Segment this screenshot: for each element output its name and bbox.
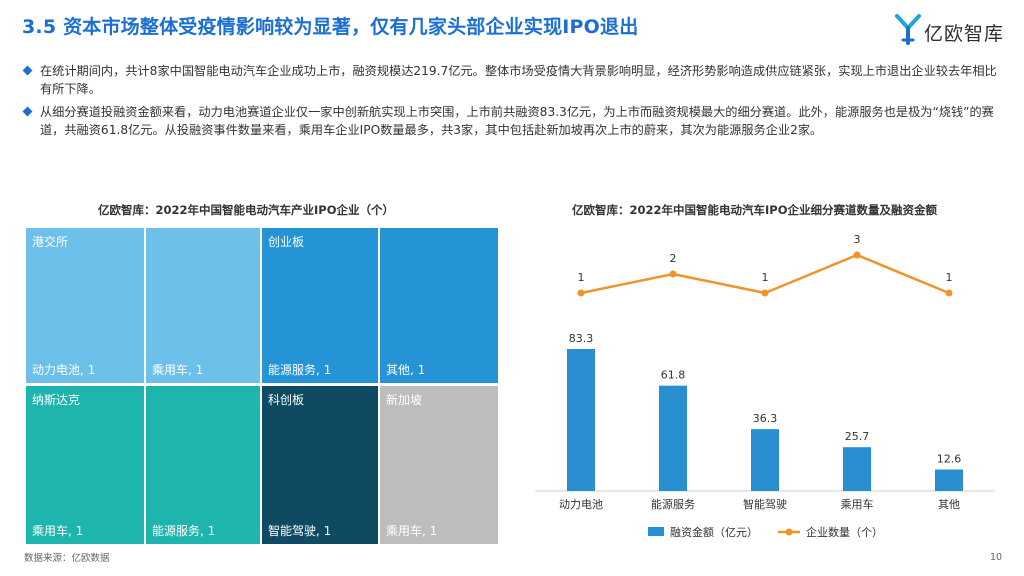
treemap-item-label: 智能驾驶, 1 [268, 524, 332, 538]
treemap-group-label: 新加坡 [386, 393, 423, 407]
count-point [853, 251, 861, 259]
count-value-label: 3 [854, 233, 861, 246]
bar [935, 469, 963, 491]
treemap-cell-chinext-other: 其他, 1 [380, 228, 498, 383]
x-tick-label: 其他 [938, 498, 960, 511]
treemap-cell-chinext-energy: 创业板 能源服务, 1 [262, 228, 378, 383]
bar-value-label: 83.3 [569, 332, 594, 345]
bullet-item: 从细分赛道投融资金额来看，动力电池赛道企业仅一家中创新航实现上市突围，上市前共融… [22, 103, 1004, 139]
treemap-item-label: 其他, 1 [386, 363, 426, 377]
bar [659, 385, 687, 491]
count-value-label: 1 [946, 271, 953, 284]
treemap-group-label: 港交所 [32, 235, 69, 249]
page-title: 3.5 资本市场整体受疫情影响较为显著，仅有几家头部企业实现IPO退出 [22, 16, 639, 38]
x-tick-label: 乘用车 [841, 497, 874, 511]
x-tick-label: 能源服务 [651, 497, 695, 511]
treemap-group-label: 纳斯达克 [32, 393, 81, 407]
treemap-cell-nasdaq-car: 纳斯达克 乘用车, 1 [26, 386, 144, 544]
diamond-icon [22, 106, 33, 117]
x-tick-label: 智能驾驶 [743, 497, 787, 511]
count-point [669, 270, 677, 278]
bar-value-label: 12.6 [937, 453, 962, 466]
treemap-title: 亿欧智库：2022年中国智能电动汽车产业IPO企业（个） [98, 203, 394, 217]
bar-value-label: 61.8 [661, 369, 686, 382]
treemap-cell-hk-car: 乘用车, 1 [146, 228, 260, 383]
treemap-chart: 港交所 动力电池, 1 乘用车, 1 创业板 能源服务, 1 其他, 1 纳斯达… [26, 228, 498, 544]
bullet-text: 从细分赛道投融资金额来看，动力电池赛道企业仅一家中创新航实现上市突围，上市前共融… [40, 105, 994, 137]
bullet-item: 在统计期间内，共计8家中国智能电动汽车企业成功上市，融资规模达219.7亿元。整… [22, 62, 1004, 98]
logo: 亿欧智库 [895, 12, 1010, 48]
combo-chart-title: 亿欧智库：2022年中国智能电动汽车IPO企业细分赛道数量及融资金额 [572, 203, 937, 217]
bar-value-label: 36.3 [753, 412, 778, 425]
count-value-label: 2 [670, 252, 677, 265]
count-value-label: 1 [762, 271, 769, 284]
treemap-item-label: 动力电池, 1 [32, 363, 96, 377]
data-source: 数据来源：亿欧数据 [24, 553, 110, 564]
legend-line-marker [785, 528, 793, 536]
treemap-cell-nasdaq-energy: 能源服务, 1 [146, 386, 260, 544]
treemap-group-label: 创业板 [268, 235, 305, 249]
count-point [761, 289, 769, 297]
treemap-item-label: 乘用车, 1 [386, 524, 438, 538]
bullet-text: 在统计期间内，共计8家中国智能电动汽车企业成功上市，融资规模达219.7亿元。整… [40, 64, 997, 96]
logo-icon [895, 14, 921, 45]
x-tick-label: 动力电池 [559, 498, 603, 511]
logo-text: 亿欧智库 [924, 23, 1005, 45]
treemap-cell-star-driving: 科创板 智能驾驶, 1 [262, 386, 378, 544]
treemap-cell-singapore-car: 新加坡 乘用车, 1 [380, 386, 498, 544]
bullet-list: 在统计期间内，共计8家中国智能电动汽车企业成功上市，融资规模达219.7亿元。整… [22, 62, 1004, 144]
treemap-item-label: 乘用车, 1 [152, 363, 204, 377]
treemap-cell-hk-battery: 港交所 动力电池, 1 [26, 228, 144, 383]
bar [843, 447, 871, 491]
bar [567, 349, 595, 491]
legend-bar-swatch [648, 527, 664, 536]
count-point [945, 289, 953, 297]
treemap-item-label: 能源服务, 1 [152, 524, 216, 538]
count-value-label: 1 [578, 271, 585, 284]
treemap-item-label: 能源服务, 1 [268, 363, 332, 377]
bar-value-label: 25.7 [845, 430, 870, 443]
treemap-group-label: 科创板 [268, 393, 305, 407]
legend-bar-label: 融资金额（亿元） [670, 525, 758, 539]
treemap-item-label: 乘用车, 1 [32, 524, 84, 538]
diamond-icon [22, 65, 33, 76]
legend-line-label: 企业数量（个） [806, 525, 883, 539]
combo-chart: 83.3 动力电池 61.8 能源服务 36.3 智能驾驶 25.7 乘用车 12.6 其他 1 2 1… [535, 233, 995, 539]
count-point [577, 289, 585, 297]
page-number: 10 [990, 552, 1003, 563]
bar [751, 429, 779, 491]
